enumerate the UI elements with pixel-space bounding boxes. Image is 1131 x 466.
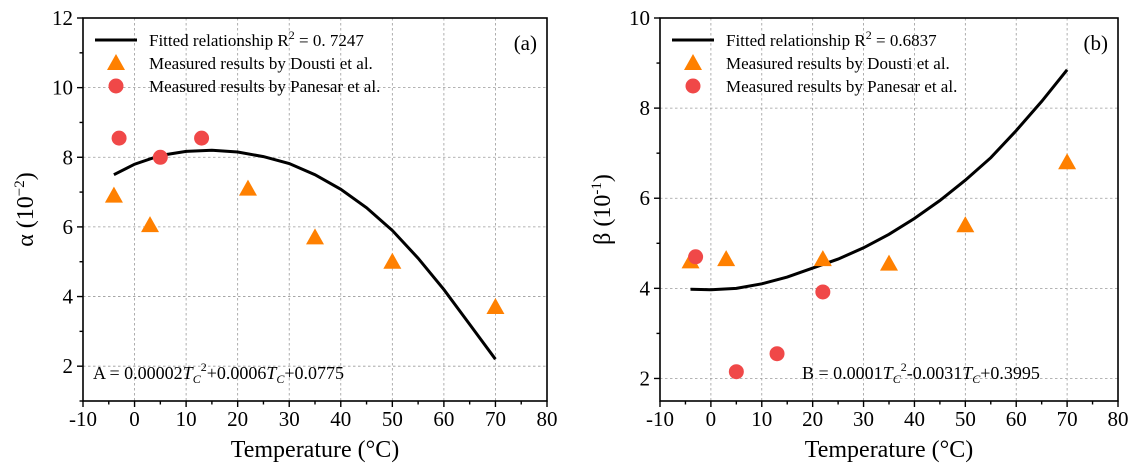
chart-panel-b: -10 0 10 20 30 40 50 60 70 80 2 4 6 8 10 Temperature (°… — [589, 6, 1129, 463]
dousti-point — [383, 252, 402, 269]
x-tick-label: 20 — [802, 407, 823, 431]
y-tick-label: 6 — [63, 215, 74, 239]
legend-triangle-marker — [107, 54, 125, 70]
legend-fit-label: Fitted relationship R2 = 0.6837 — [726, 28, 937, 50]
legend-fit-label: Fitted relationship R2 = 0. 7247 — [149, 28, 364, 50]
y-tick-label: 2 — [640, 366, 651, 390]
x-axis-label: Temperature (°C) — [805, 437, 974, 463]
x-axis-label: Temperature (°C) — [231, 437, 400, 463]
x-tick-label: 0 — [706, 407, 717, 431]
panel-label: (b) — [1084, 31, 1109, 55]
fitted-curve — [113, 148, 497, 361]
fitted-curve — [690, 68, 1069, 292]
panesar-point — [815, 284, 831, 300]
dousti-point — [104, 186, 123, 203]
panesar-point — [152, 149, 168, 165]
x-tick-label: 10 — [751, 407, 772, 431]
x-tick-label: 0 — [129, 407, 140, 431]
panesar-point — [688, 249, 704, 265]
x-tick-label: 40 — [904, 407, 925, 431]
y-tick-label: 8 — [63, 145, 74, 169]
plot-frame — [659, 17, 1119, 402]
panesar-point — [769, 346, 785, 362]
y-tick-label: 12 — [52, 6, 73, 30]
dousti-point — [306, 228, 324, 245]
x-tick-label: -10 — [69, 407, 97, 431]
x-tick-label: 40 — [330, 407, 351, 431]
x-tick-label: 10 — [176, 407, 197, 431]
y-axis-label: β (10-1) — [589, 174, 616, 245]
dousti-point — [813, 250, 832, 267]
dousti-point — [486, 297, 505, 314]
x-tick-label: 30 — [853, 407, 874, 431]
legend-panesar-label: Measured results by Panesar et al. — [149, 77, 380, 96]
panel-label: (a) — [514, 31, 537, 55]
x-tick-label: 70 — [1057, 407, 1078, 431]
legend-circle-marker — [685, 78, 701, 94]
dousti-point — [238, 179, 257, 196]
x-tick-label: 20 — [227, 407, 248, 431]
panesar-point — [194, 130, 210, 146]
x-tick-label: 80 — [1108, 407, 1129, 431]
fit-equation: B = 0.0001TC2-0.0031TC+0.3995 — [802, 360, 1040, 386]
y-tick-label: 10 — [52, 76, 73, 100]
x-tick-label: 50 — [955, 407, 976, 431]
x-tick-label: 60 — [1006, 407, 1027, 431]
legend-dousti-label: Measured results by Dousti et al. — [149, 54, 373, 73]
x-tick-label: 30 — [279, 407, 300, 431]
x-tick-label: 50 — [382, 407, 403, 431]
y-tick-label: 4 — [63, 285, 74, 309]
panesar-point — [728, 364, 744, 380]
chart-panel-a: -10 0 10 20 30 40 50 60 70 80 2 4 6 8 10 12 Temperature … — [12, 6, 558, 463]
x-tick-label: 70 — [485, 407, 506, 431]
y-axis-label: α (10−2) — [12, 172, 39, 247]
fit-equation: A = 0.00002TC2+0.0006TC+0.0775 — [93, 360, 344, 386]
y-tick-label: 8 — [640, 96, 651, 120]
x-tick-label: 80 — [537, 407, 558, 431]
legend-panesar-label: Measured results by Panesar et al. — [726, 77, 957, 96]
legend-triangle-marker — [684, 54, 702, 70]
y-tick-label: 6 — [640, 186, 651, 210]
y-tick-label: 4 — [640, 276, 651, 300]
dousti-point — [880, 254, 898, 271]
panesar-point — [111, 130, 127, 146]
y-tick-label: 2 — [63, 354, 74, 378]
dousti-point — [717, 250, 736, 267]
y-tick-label: 10 — [629, 6, 650, 30]
x-tick-label: -10 — [646, 407, 674, 431]
dousti-point — [141, 216, 160, 233]
legend-dousti-label: Measured results by Dousti et al. — [726, 54, 950, 73]
plot-frame — [82, 17, 548, 402]
x-tick-label: 60 — [433, 407, 454, 431]
dousti-point — [956, 216, 975, 233]
legend-circle-marker — [108, 78, 124, 94]
dousti-point — [1058, 153, 1077, 170]
